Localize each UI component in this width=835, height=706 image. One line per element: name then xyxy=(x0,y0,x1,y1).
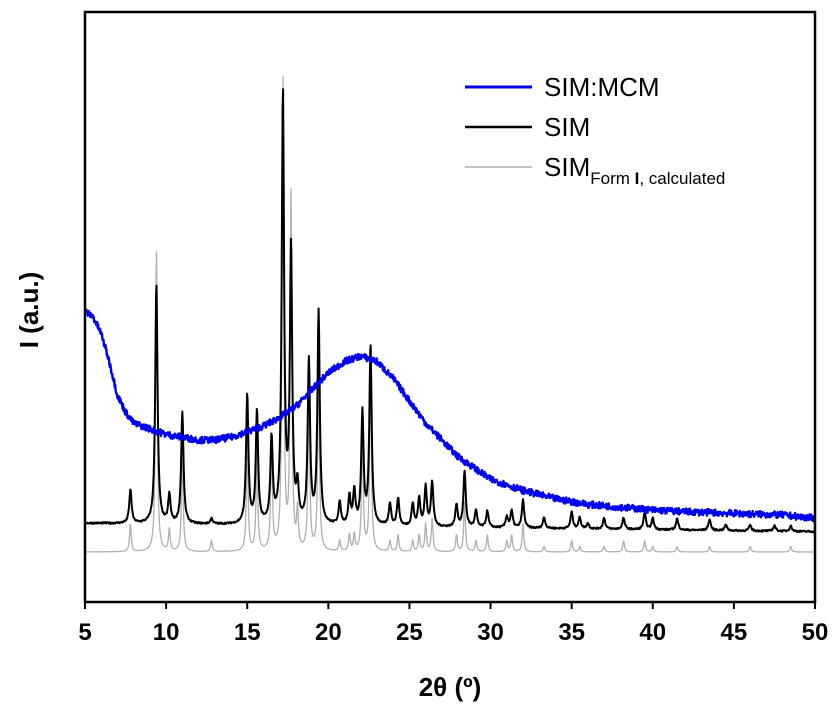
y-axis-label: I (a.u.) xyxy=(14,272,44,349)
x-tick-label-35: 35 xyxy=(558,619,585,646)
series-sim-mcm xyxy=(83,308,817,523)
x-ticks xyxy=(84,602,816,609)
x-tick-label-5: 5 xyxy=(78,619,91,646)
legend-label-sim-form-i: SIMForm I, calculated xyxy=(544,152,725,188)
x-tick-label-45: 45 xyxy=(721,619,748,646)
plot-frame xyxy=(83,10,817,604)
legend-label-sim-form-i-main: SIM xyxy=(544,152,590,182)
x-tick-label-30: 30 xyxy=(477,619,504,646)
legend-label-sim-form-i-sub-a: Form xyxy=(590,169,634,188)
x-tick-label-40: 40 xyxy=(639,619,666,646)
x-tick-labels: 5 10 15 20 25 30 35 40 45 50 xyxy=(78,619,828,646)
x-tick-label-25: 25 xyxy=(396,619,423,646)
x-tick-label-15: 15 xyxy=(234,619,261,646)
legend-label-sim-mcm: SIM:MCM xyxy=(544,72,660,102)
legend-label-sim: SIM xyxy=(544,112,590,142)
legend: SIM:MCM SIM SIMForm I, calculated xyxy=(465,72,725,188)
series-sim-form-i-calculated xyxy=(84,75,816,553)
x-tick-label-50: 50 xyxy=(802,619,829,646)
series-sim xyxy=(84,88,816,534)
legend-label-sim-form-i-sub-b: I xyxy=(635,169,640,188)
x-tick-label-10: 10 xyxy=(153,619,180,646)
x-tick-label-20: 20 xyxy=(315,619,342,646)
x-axis-label: 2θ (º) xyxy=(419,672,482,702)
series-layer xyxy=(83,75,817,553)
legend-label-sim-form-i-sub-c: , calculated xyxy=(639,169,725,188)
